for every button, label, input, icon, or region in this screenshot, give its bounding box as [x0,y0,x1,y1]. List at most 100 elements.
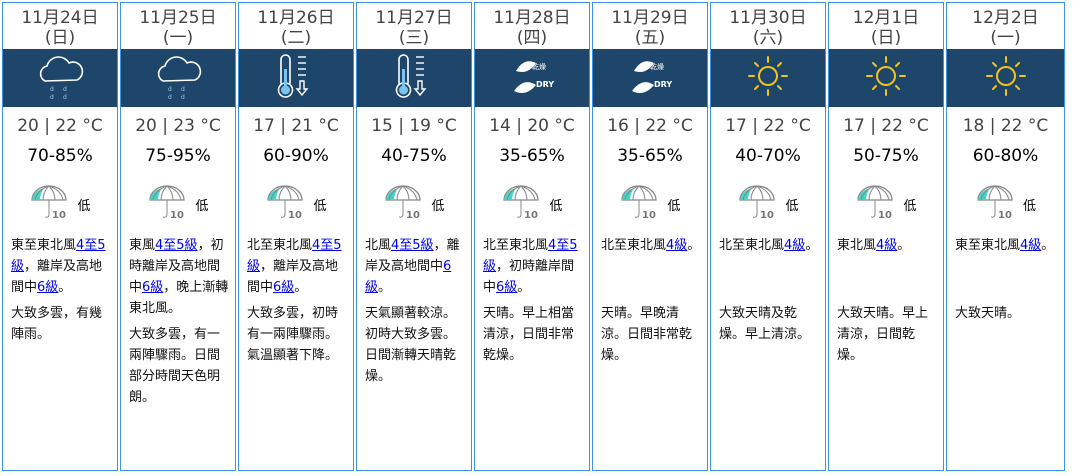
forecast-day: 12月2日 (一) 18 | 22 °C 60-80% 10 低 東至東北風4級。… [946,2,1065,471]
humidity-range: 60-80% [972,146,1039,166]
svg-text:DRY: DRY [654,80,672,89]
wind-force-link[interactable]: 6級 [37,280,59,295]
svg-text:d: d [50,86,54,93]
humidity-range: 35-65% [617,146,683,166]
umbrella-icon: 10 [737,184,779,224]
weekday-label: (日) [870,28,902,48]
svg-text:d: d [50,94,54,101]
weather-description: 大致多雲，初時有一兩陣驟雨。氣溫顯著下降。 [247,306,339,363]
svg-text:10: 10 [760,210,774,220]
wind-force-link[interactable]: 6級 [273,280,295,295]
rain-probability-label: 低 [77,198,91,214]
rain-probability: 10 低 [711,184,825,224]
weather-icon-band [711,49,825,107]
date-label: 11月24日 [21,8,99,28]
wind-text: 。 [897,238,911,253]
wind-text: 。 [58,280,72,295]
weekday-label: (二) [280,28,312,48]
weekday-label: (四) [516,28,548,48]
wind-force-link[interactable]: 4至5級 [247,238,342,274]
wind-text: 北至東北風 [601,238,667,253]
date-label: 12月1日 [852,8,920,28]
wind-force-link[interactable]: 6級 [142,280,164,295]
weekday-label: (一) [162,28,194,48]
wind-forecast: 北至東北風4級。 [593,235,707,298]
sun-icon [856,51,916,105]
temperature-range: 17 | 22 °C [843,116,929,136]
humidity-range: 40-75% [381,146,447,166]
wind-force-link[interactable]: 4級 [784,238,806,253]
weather-description: 天晴。早晚清涼。日間非常乾燥。 [601,306,693,363]
svg-text:DRY: DRY [536,80,554,89]
svg-text:10: 10 [406,210,420,220]
rain-probability-label: 低 [785,198,799,214]
wind-text: 東風 [129,238,156,253]
weather-icon-band [357,49,471,107]
wind-text: ，離岸及高地間中 [247,259,339,295]
wind-text: 北至東北風 [247,238,313,253]
temperature-range: 14 | 20 °C [489,116,575,136]
svg-text:10: 10 [288,210,302,220]
forecast-date: 11月24日 (日) [3,3,117,49]
svg-text:d: d [168,86,172,93]
wind-force-link[interactable]: 4至5級 [391,238,434,253]
forecast-day: 11月28日 (四) 乾燥 DRY 14 | 20 °C 35-65% 10 低 北… [474,2,590,471]
date-label: 11月26日 [257,8,335,28]
temperature-range: 18 | 22 °C [962,116,1049,136]
wind-text: 東至東北風 [955,238,1021,253]
wind-text: 。 [378,280,392,295]
dry-icon: 乾燥 DRY [620,51,680,105]
weekday-label: (日) [44,28,76,48]
wind-forecast: 北至東北風4至5級，初時離岸間中6級。 [475,235,589,298]
umbrella-icon: 10 [265,184,307,224]
rain-probability: 10 低 [947,184,1064,224]
humidity-range: 60-90% [263,146,329,166]
svg-text:d: d [181,94,185,101]
wind-force-link[interactable]: 6級 [365,259,452,295]
wind-text: 北風 [365,238,392,253]
rain-probability-label: 低 [431,198,445,214]
umbrella-icon: 10 [383,184,425,224]
svg-text:10: 10 [524,210,538,220]
rain-probability-label: 低 [195,198,209,214]
wind-forecast: 北風4至5級，離岸及高地間中6級。 [357,235,471,298]
wind-text: 。 [805,238,819,253]
wind-force-link[interactable]: 4級 [876,238,898,253]
temperature-range: 15 | 19 °C [371,116,457,136]
wind-text: 。 [1041,238,1055,253]
temperature-range: 16 | 22 °C [607,116,693,136]
date-label: 11月28日 [493,8,571,28]
forecast-date: 11月27日 (三) [357,3,471,49]
humidity-range: 35-65% [499,146,565,166]
rain-probability: 10 低 [3,184,117,224]
dry-icon-text: 乾燥 [532,62,546,71]
wind-text: ，晚上漸轉東北風。 [129,280,229,316]
umbrella-icon: 10 [975,184,1017,224]
wind-force-link[interactable]: 4至5級 [483,238,578,274]
wind-force-link[interactable]: 4至5級 [11,238,106,274]
wind-force-link[interactable]: 4級 [666,238,688,253]
svg-text:10: 10 [52,210,66,220]
umbrella-icon: 10 [147,184,189,224]
svg-text:10: 10 [642,210,656,220]
weather-icon-band [829,49,943,107]
svg-text:10: 10 [878,210,892,220]
wind-force-link[interactable]: 4至5級 [155,238,198,253]
wind-text: ，初時離岸間中 [483,259,575,295]
temperature-range: 20 | 22 °C [17,116,103,136]
date-label: 11月25日 [139,8,217,28]
forecast-day: 12月1日 (日) 17 | 22 °C 50-75% 10 低 東北風4級。 大… [828,2,944,471]
wind-force-link[interactable]: 4級 [1020,238,1042,253]
weather-description: 大致多雲，有幾陣雨。 [11,306,103,342]
wind-force-link[interactable]: 6級 [496,280,518,295]
rain-probability-label: 低 [903,198,917,214]
temperature-range: 17 | 21 °C [253,116,339,136]
forecast-date: 11月29日 (五) [593,3,707,49]
date-label: 12月2日 [972,8,1039,28]
wind-text: ，離岸及高地間中 [365,238,460,274]
rain-probability-label: 低 [313,198,327,214]
